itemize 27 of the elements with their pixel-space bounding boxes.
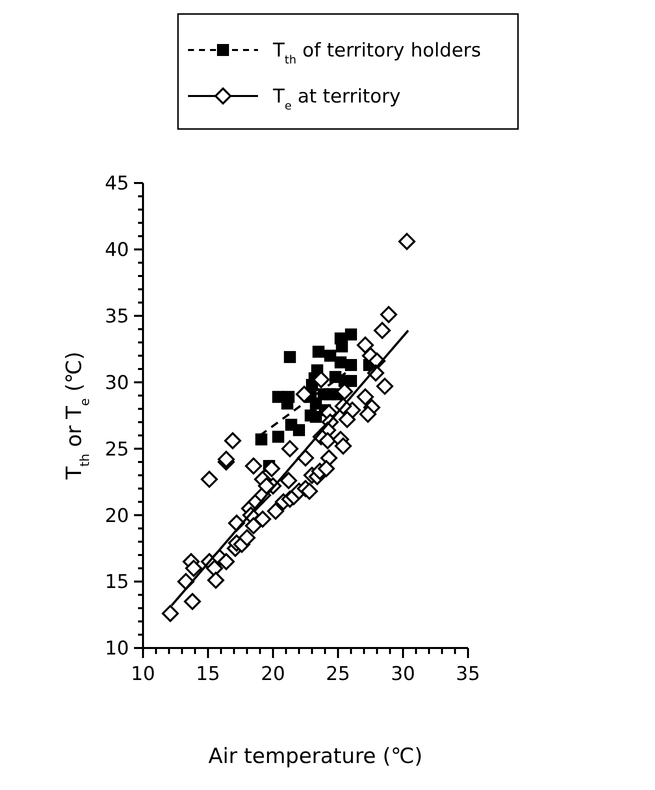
- x-tick-label: 35: [456, 663, 480, 685]
- point: [284, 351, 296, 364]
- y-tick-label: 45: [104, 172, 129, 195]
- point: [345, 374, 357, 387]
- point: [345, 328, 357, 340]
- y-tick-label: 15: [104, 571, 129, 594]
- point: [293, 424, 305, 436]
- y-tick-label: 35: [104, 306, 129, 328]
- x-tick-label: 15: [196, 663, 220, 685]
- x-tick-label: 10: [130, 663, 156, 685]
- x-tick-label: 30: [390, 663, 416, 685]
- x-tick-label: 20: [260, 663, 286, 685]
- y-tick-label: 10: [104, 638, 129, 660]
- point: [345, 359, 357, 372]
- y-tick-label: 25: [104, 438, 129, 460]
- point: [334, 356, 347, 368]
- x-axis-title: Air temperature (℃): [208, 744, 423, 768]
- legend-label: T$_{th}$ of territory holders: [272, 40, 481, 67]
- y-tick-label: 40: [104, 239, 129, 262]
- point: [272, 430, 284, 443]
- y-tick-label: 20: [104, 504, 129, 527]
- x-tick-label: 25: [326, 663, 350, 685]
- point: [312, 346, 324, 358]
- y-tick-label: 30: [104, 372, 129, 394]
- point: [255, 433, 268, 446]
- legend-label: T$_{e}$ at territory: [272, 86, 401, 113]
- point: [336, 340, 348, 352]
